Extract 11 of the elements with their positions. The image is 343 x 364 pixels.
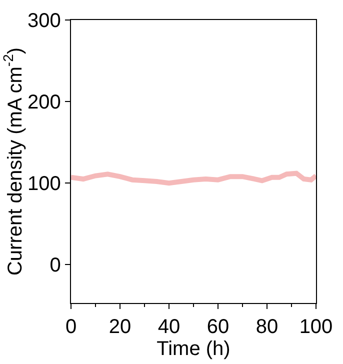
x-tick-label: 20	[108, 316, 132, 338]
x-tick-label: 60	[206, 316, 230, 338]
x-tick-label: 100	[299, 316, 333, 338]
y-tick-label: 300	[28, 10, 61, 32]
x-tick-label: 80	[256, 316, 278, 338]
x-tick-label: 0	[65, 316, 77, 338]
y-tick-label: 200	[28, 92, 61, 114]
x-tick-label: 40	[158, 316, 180, 338]
y-tick-label: 0	[50, 254, 61, 277]
y-tick-label: 100	[28, 173, 61, 196]
x-axis-title: Time (h)	[156, 338, 230, 360]
